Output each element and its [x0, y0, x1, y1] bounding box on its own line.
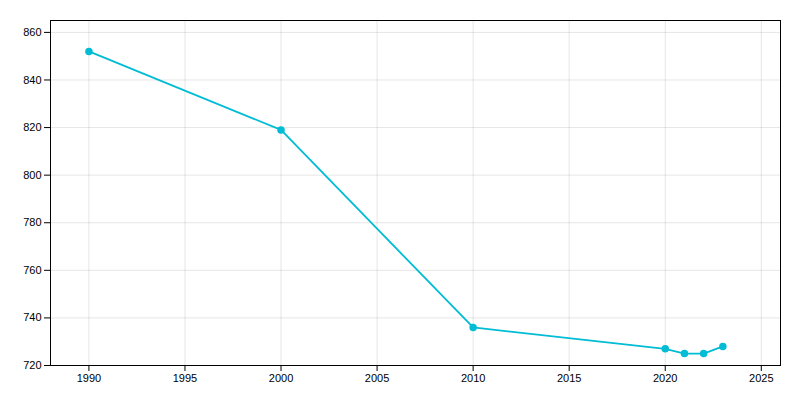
svg-text:2005: 2005	[365, 372, 389, 384]
svg-text:2000: 2000	[269, 372, 293, 384]
svg-text:800: 800	[23, 169, 41, 181]
svg-text:2025: 2025	[749, 372, 773, 384]
svg-text:1990: 1990	[77, 372, 101, 384]
svg-text:2015: 2015	[557, 372, 581, 384]
svg-text:740: 740	[23, 311, 41, 323]
svg-text:2020: 2020	[653, 372, 677, 384]
svg-text:820: 820	[23, 121, 41, 133]
svg-text:2010: 2010	[461, 372, 485, 384]
svg-text:760: 760	[23, 264, 41, 276]
svg-text:860: 860	[23, 26, 41, 38]
svg-text:780: 780	[23, 216, 41, 228]
svg-text:720: 720	[23, 359, 41, 371]
svg-text:840: 840	[23, 74, 41, 86]
svg-text:1995: 1995	[173, 372, 197, 384]
